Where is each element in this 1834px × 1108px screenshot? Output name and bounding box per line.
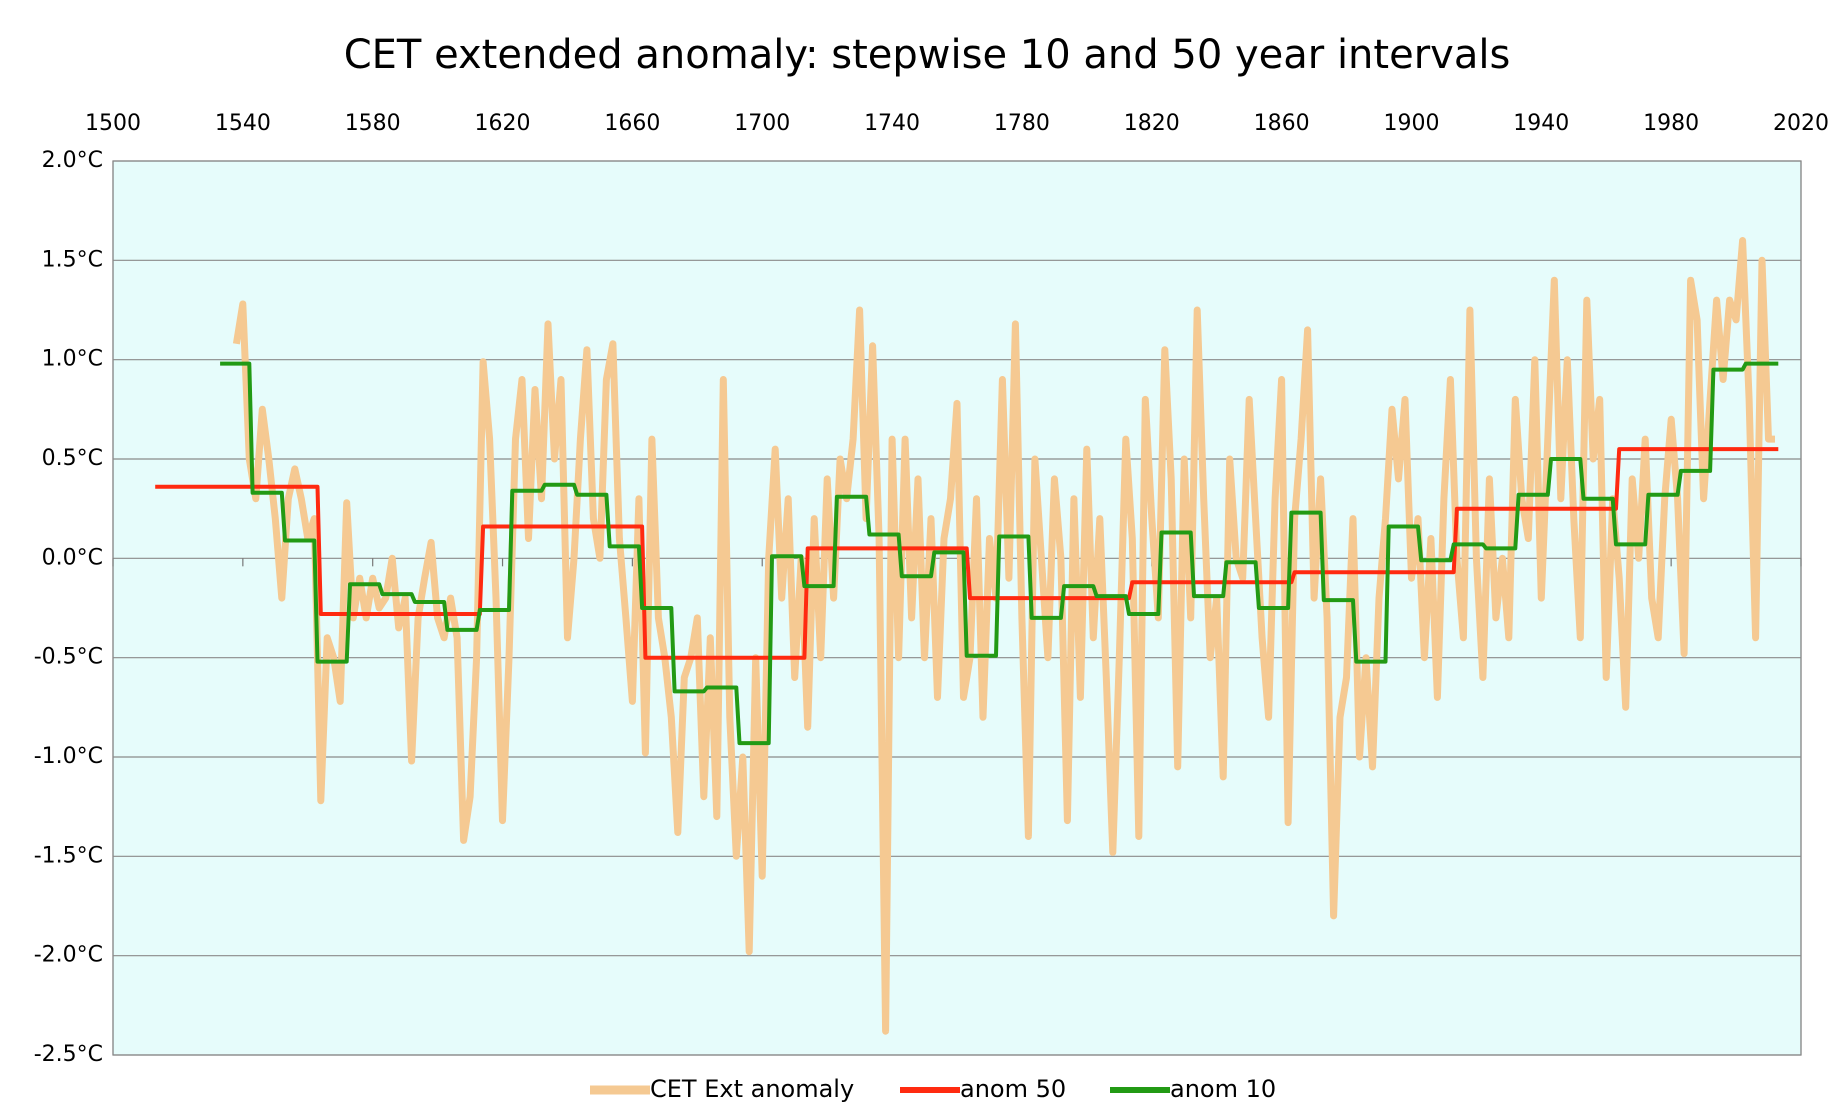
legend-label: CET Ext anomaly [650,1075,854,1103]
y-tick-label: -2.0°C [34,943,103,968]
y-tick-label: 1.5°C [42,247,103,272]
y-tick-label: 2.0°C [42,148,103,173]
x-tick-label: 1940 [1513,111,1569,136]
x-tick-label: 1820 [1124,111,1180,136]
x-tick-label: 1740 [864,111,920,136]
x-tick-label: 1900 [1383,111,1439,136]
y-tick-label: 1.0°C [42,347,103,372]
x-tick-label: 1500 [85,111,141,136]
y-tick-label: -1.5°C [34,843,103,868]
x-tick-label: 1620 [475,111,531,136]
chart-title: CET extended anomaly: stepwise 10 and 50… [344,32,1511,78]
series-line [155,447,1779,660]
y-tick-label: 0.5°C [42,446,103,471]
x-tick-label: 1780 [994,111,1050,136]
x-tick-label: 1860 [1254,111,1310,136]
y-tick-label: 0.0°C [42,545,103,570]
x-tick-label: 1580 [345,111,401,136]
legend-label: anom 50 [960,1075,1066,1103]
x-tick-label: 1980 [1643,111,1699,136]
legend-label: anom 10 [1170,1075,1276,1103]
series-line [220,361,1779,746]
x-tick-label: 2020 [1773,111,1829,136]
y-tick-label: -2.5°C [34,1042,103,1067]
x-tick-label: 1660 [604,111,660,136]
series-line [232,237,1775,1035]
y-tick-label: -0.5°C [34,645,103,670]
x-tick-label: 1540 [215,111,271,136]
x-tick-label: 1700 [734,111,790,136]
y-tick-label: -1.0°C [34,744,103,769]
